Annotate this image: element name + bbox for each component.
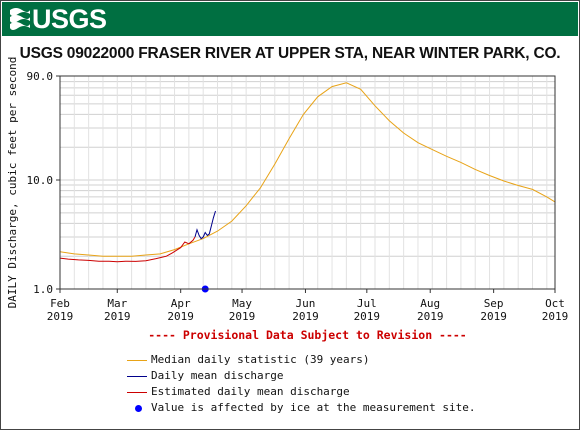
y-tick-label: 10.0 [27, 174, 54, 187]
legend-swatch-estimated [127, 392, 147, 393]
provisional-note: ---- Provisional Data Subject to Revisio… [148, 328, 467, 342]
series-line-median-daily-statistic-39-years [59, 82, 556, 257]
x-tick-label-month: Sep [484, 297, 504, 310]
legend-swatch-ice [135, 405, 142, 412]
x-tick-label-year: 2019 [292, 310, 319, 323]
x-tick-label-year: 2019 [542, 310, 569, 323]
legend-label-median: Median daily statistic (39 years) [151, 353, 370, 366]
plot-border [59, 75, 556, 290]
legend-label-daily-mean: Daily mean discharge [151, 369, 284, 382]
x-tick-label-month: Mar [107, 297, 127, 310]
y-tick-label: 90.0 [27, 70, 54, 83]
x-tick-label-year: 2019 [167, 310, 194, 323]
x-tick-label-year: 2019 [354, 310, 381, 323]
usgs-wave-icon [10, 8, 30, 30]
x-tick-label-month: Oct [545, 297, 565, 310]
x-tick-label-month: Feb [50, 297, 70, 310]
x-tick-label-year: 2019 [480, 310, 507, 323]
legend-swatch-daily-mean [127, 376, 147, 377]
y-axis-label: DAILY Discharge, cubic feet per second [6, 57, 19, 309]
axes: 1.010.090.0Feb2019Mar2019Apr2019May2019J… [27, 70, 569, 323]
x-tick-label-month: Jun [296, 297, 316, 310]
x-tick-label-year: 2019 [417, 310, 444, 323]
usgs-logo-text: USGS [32, 4, 107, 34]
x-tick-label-month: Apr [171, 297, 191, 310]
x-tick-label-year: 2019 [229, 310, 256, 323]
x-tick-label-month: Jul [357, 297, 377, 310]
x-tick-label-month: May [232, 297, 252, 310]
x-tick-label-year: 2019 [104, 310, 131, 323]
chart-title: USGS 09022000 FRASER RIVER AT UPPER STA,… [19, 45, 561, 62]
legend-swatch-median [127, 360, 147, 361]
grid [60, 75, 555, 290]
x-tick-label-month: Aug [420, 297, 440, 310]
series-line-daily-mean-discharge [194, 210, 216, 240]
series-line-estimated-daily-mean-discharge [59, 236, 196, 263]
usgs-banner: USGS [2, 2, 578, 36]
legend-label-ice: Value is affected by ice at the measurem… [151, 401, 476, 414]
legend-label-estimated: Estimated daily mean discharge [151, 385, 350, 398]
x-tick-label-year: 2019 [47, 310, 74, 323]
y-tick-label: 1.0 [33, 283, 53, 296]
